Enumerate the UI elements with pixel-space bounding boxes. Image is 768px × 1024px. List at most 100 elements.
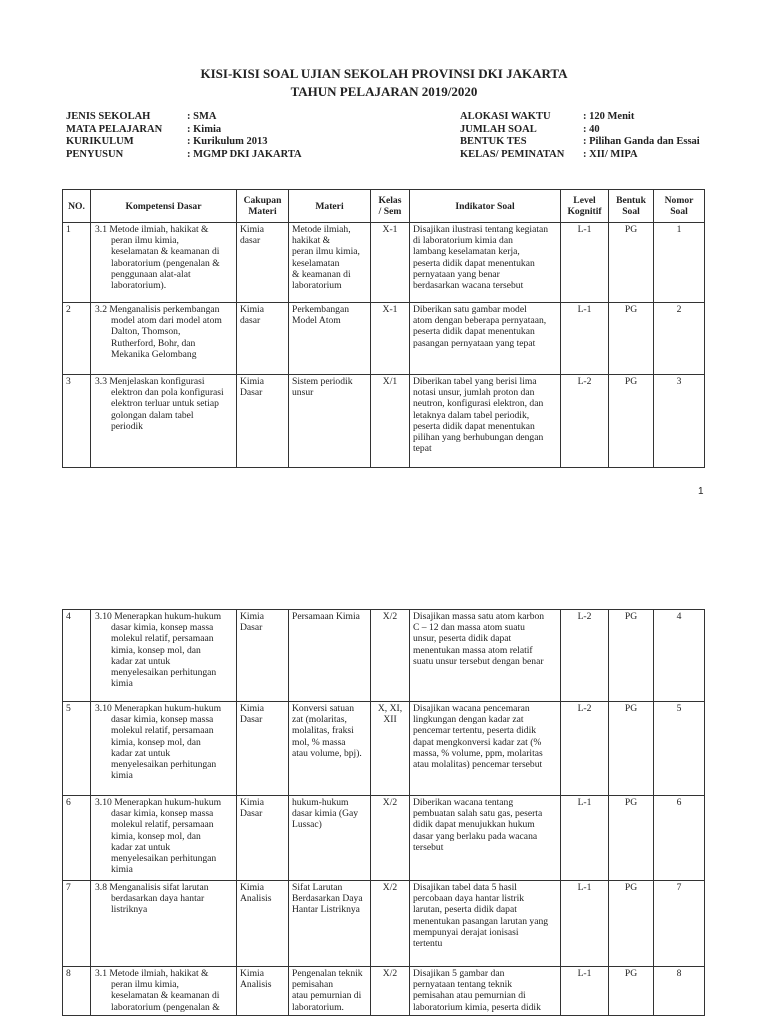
cell-bentuk-soal: PG	[608, 609, 654, 702]
cell-kelas-sem: X/2	[370, 795, 410, 881]
table-row: 2 3.2 Menganalisis perkembangan model ato…	[62, 302, 705, 375]
info-label: KELAS/ PEMINATAN	[460, 148, 565, 160]
info-label: JUMLAH SOAL	[460, 123, 537, 135]
kisi-kisi-table-page-1: NO. Kompetensi Dasar Cakupan Materi Materi K…	[62, 189, 705, 468]
cell-materi: Konversi satuan zat (molaritas, molalita…	[288, 701, 371, 796]
header-level-kognitif: Level Kognitif	[560, 189, 609, 223]
cell-kelas-sem: X-1	[370, 302, 410, 375]
cell-nomor-soal: 4	[653, 609, 705, 702]
cell-materi: hukum-hukum dasar kimia (Gay Lussac)	[288, 795, 371, 881]
info-right: ALOKASI WAKTU: 120 Menit JUMLAH SOAL: 40…	[460, 111, 700, 161]
info-value: : Kurikulum 2013	[187, 136, 268, 148]
document-title: KISI-KISI SOAL UJIAN SEKOLAH PROVINSI DK…	[200, 66, 568, 81]
info-row: KELAS/ PEMINATAN: XII/ MIPA	[460, 149, 700, 162]
cell-materi: Pengenalan teknik pemisahan atau pemurni…	[288, 966, 371, 1016]
cell-indikator-soal: Disajikan tabel data 5 hasil percobaan d…	[409, 880, 561, 967]
cell-bentuk-soal: PG	[608, 701, 654, 796]
cell-level-kognitif: L-1	[560, 880, 609, 967]
cell-bentuk-soal: PG	[608, 966, 654, 1016]
info-label: ALOKASI WAKTU	[460, 111, 551, 122]
cell-indikator-soal: Disajikan ilustrasi tentang kegiatan di …	[409, 222, 561, 303]
header-cakupan-materi: Cakupan Materi	[236, 189, 289, 223]
cell-cakupan-materi: Kimia Analisis	[236, 880, 289, 967]
cell-materi: Perkembangan Model Atom	[288, 302, 371, 375]
cell-no: 2	[62, 302, 91, 375]
cell-nomor-soal: 1	[653, 222, 705, 303]
info-row: JUMLAH SOAL : 40	[460, 124, 700, 137]
cell-level-kognitif: L-1	[560, 302, 609, 375]
cell-kompetensi-dasar: 3.1 Metode ilmiah, hakikat & peran ilmu …	[90, 966, 237, 1016]
cell-kompetensi-dasar: 3.10 Menerapkan hukum-hukum dasar kimia,…	[90, 795, 237, 881]
cell-nomor-soal: 6	[653, 795, 705, 881]
info-value: : Kimia	[187, 123, 222, 135]
info-row: MATA PELAJARAN : Kimia	[66, 124, 302, 137]
info-value: : SMA	[187, 111, 217, 122]
cell-indikator-soal: Disajikan 5 gambar dan pernyataan tentan…	[409, 966, 561, 1016]
cell-bentuk-soal: PG	[608, 795, 654, 881]
cell-nomor-soal: 7	[653, 880, 705, 967]
cell-indikator-soal: Diberikan wacana tentang pembuatan salah…	[409, 795, 561, 881]
cell-level-kognitif: L-2	[560, 374, 609, 468]
table-row: 6 3.10 Menerapkan hukum-hukum dasar kimia…	[62, 795, 705, 881]
cell-level-kognitif: L-2	[560, 701, 609, 796]
cell-cakupan-materi: Kimia Dasar	[236, 795, 289, 881]
cell-kelas-sem: X-1	[370, 222, 410, 303]
cell-nomor-soal: 2	[653, 302, 705, 375]
cell-kompetensi-dasar: 3.10 Menerapkan hukum-hukum dasar kimia,…	[90, 609, 237, 702]
cell-cakupan-materi: Kimia dasar	[236, 302, 289, 375]
cell-cakupan-materi: Kimia Dasar	[236, 701, 289, 796]
cell-materi: Persamaan Kimia	[288, 609, 371, 702]
header-nomor-soal: Nomor Soal	[653, 189, 705, 223]
info-value: : MGMP DKI JAKARTA	[187, 148, 302, 160]
info-row: PENYUSUN : MGMP DKI JAKARTA	[66, 149, 302, 162]
cell-kompetensi-dasar: 3.8 Menganalisis sifat larutan berdasark…	[90, 880, 237, 967]
cell-no: 1	[62, 222, 91, 303]
header-indikator-soal: Indikator Soal	[409, 189, 561, 223]
info-value: : Pilihan Ganda dan Essai	[583, 136, 700, 148]
cell-indikator-soal: Disajikan massa satu atom karbon C – 12 …	[409, 609, 561, 702]
cell-kelas-sem: X/2	[370, 966, 410, 1016]
cell-no: 6	[62, 795, 91, 881]
cell-indikator-soal: Diberikan satu gambar model atom dengan …	[409, 302, 561, 375]
info-row: BENTUK TES: Pilihan Ganda dan Essai	[460, 136, 700, 149]
table-row: 8 3.1 Metode ilmiah, hakikat & peran ilmu…	[62, 966, 705, 1016]
cell-materi: Sistem periodik unsur	[288, 374, 371, 468]
table-row: 4 3.10 Menerapkan hukum-hukum dasar kimia…	[62, 609, 705, 702]
header-kelas-sem: Kelas / Sem	[370, 189, 410, 223]
cell-bentuk-soal: PG	[608, 374, 654, 468]
info-value: : 40	[583, 123, 600, 135]
cell-materi: Sifat Larutan Berdasarkan Daya Hantar Li…	[288, 880, 371, 967]
cell-no: 8	[62, 966, 91, 1016]
header-materi: Materi	[288, 189, 371, 223]
header-bentuk-soal: Bentuk Soal	[608, 189, 654, 223]
cell-no: 4	[62, 609, 91, 702]
table-row: 3 3.3 Menjelaskan konfigurasi elektron da…	[62, 374, 705, 468]
info-left: JENIS SEKOLAH : SMA MATA PELAJARAN : Kimia…	[66, 111, 302, 161]
info-label: MATA PELAJARAN	[66, 123, 163, 135]
cell-materi: Metode ilmiah, hakikat & peran ilmu kimi…	[288, 222, 371, 303]
cell-no: 5	[62, 701, 91, 796]
cell-indikator-soal: Diberikan tabel yang berisi lima notasi …	[409, 374, 561, 468]
header-no: NO.	[62, 189, 91, 223]
info-label: JENIS SEKOLAH	[66, 111, 151, 122]
info-label: KURIKULUM	[66, 136, 134, 148]
info-row: KURIKULUM : Kurikulum 2013	[66, 136, 302, 149]
cell-bentuk-soal: PG	[608, 302, 654, 375]
cell-kompetensi-dasar: 3.3 Menjelaskan konfigurasi elektron dan…	[90, 374, 237, 468]
cell-kelas-sem: X/1	[370, 374, 410, 468]
cell-level-kognitif: L-1	[560, 795, 609, 881]
cell-kelas-sem: X/2	[370, 609, 410, 702]
document-subtitle: TAHUN PELAJARAN 2019/2020	[290, 84, 478, 99]
kisi-kisi-table-page-2: 4 3.10 Menerapkan hukum-hukum dasar kimia…	[62, 609, 705, 1016]
cell-kelas-sem: X, XI, XII	[370, 701, 410, 796]
cell-indikator-soal: Disajikan wacana pencemaran lingkungan d…	[409, 701, 561, 796]
cell-nomor-soal: 8	[653, 966, 705, 1016]
cell-cakupan-materi: Kimia Dasar	[236, 609, 289, 702]
cell-cakupan-materi: Kimia Dasar	[236, 374, 289, 468]
info-label: PENYUSUN	[66, 148, 124, 160]
cell-kompetensi-dasar: 3.2 Menganalisis perkembangan model atom…	[90, 302, 237, 375]
page-number: 1	[698, 486, 704, 497]
cell-kompetensi-dasar: 3.10 Menerapkan hukum-hukum dasar kimia,…	[90, 701, 237, 796]
cell-bentuk-soal: PG	[608, 222, 654, 303]
info-row: JENIS SEKOLAH : SMA	[66, 111, 302, 124]
